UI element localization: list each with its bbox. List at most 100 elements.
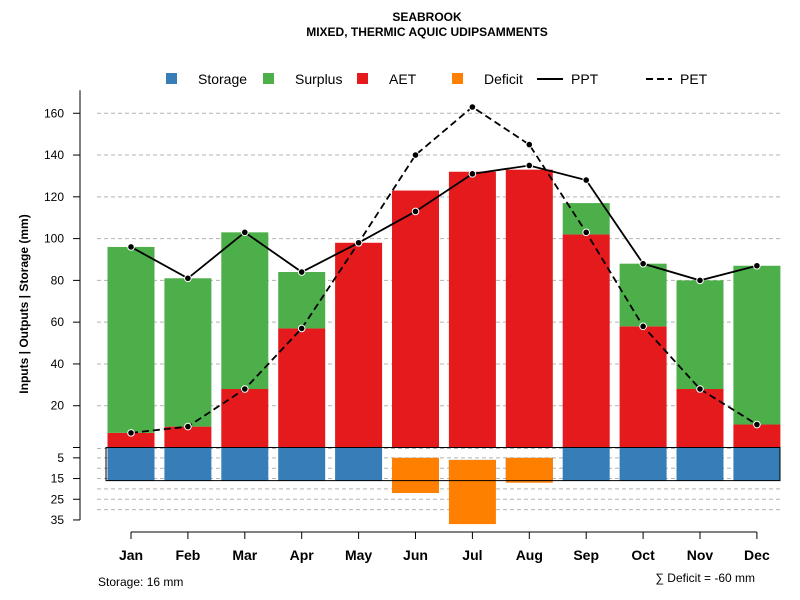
chart-title: SEABROOK: [392, 10, 462, 24]
pet-point: [184, 422, 192, 431]
aet-bar: [221, 389, 269, 448]
x-tick-label: Oct: [631, 547, 655, 563]
ppt-point: [411, 207, 420, 216]
storage-bar: [733, 447, 781, 481]
pet-point: [127, 429, 135, 437]
storage-bar: [278, 447, 326, 481]
surplus-bar: [619, 263, 667, 327]
x-tick-label: Sep: [573, 547, 599, 563]
storage-bar: [107, 447, 155, 481]
x-tick-label: Aug: [516, 547, 543, 563]
x-tick-label: Dec: [744, 547, 770, 563]
legend-swatch: [357, 73, 368, 84]
pet-point: [696, 385, 704, 393]
deficit-bar: [448, 459, 496, 525]
y-tick-label: 40: [51, 357, 65, 371]
x-tick-label: Jul: [462, 547, 482, 563]
ppt-point: [241, 228, 249, 237]
x-tick-label: May: [345, 547, 372, 563]
ppt-point: [127, 243, 135, 251]
legend-swatch: [166, 73, 177, 84]
ppt-point: [582, 176, 591, 184]
y-tick-label: 60: [51, 315, 65, 329]
storage-bar: [221, 447, 269, 481]
y-tick-label: 100: [44, 232, 64, 246]
storage-bar: [562, 447, 610, 481]
ppt-point: [468, 170, 477, 178]
pet-point: [639, 322, 647, 331]
legend-label: Storage: [198, 71, 247, 87]
aet-bar: [392, 190, 439, 448]
surplus-bar: [107, 246, 155, 433]
aet-bar: [676, 389, 724, 448]
legend-label: PET: [680, 71, 708, 87]
ppt-point: [639, 259, 647, 268]
aet-bar: [107, 432, 155, 448]
lines: [127, 103, 761, 437]
legend-label: Surplus: [295, 71, 342, 87]
x-tick-label: Jan: [119, 547, 143, 563]
y-tick-label: 5: [57, 451, 64, 465]
x-tick-label: Mar: [232, 547, 257, 563]
x-tick-label: Apr: [290, 547, 315, 563]
chart-subtitle: MIXED, THERMIC AQUIC UDIPSAMMENTS: [306, 25, 548, 39]
aet-bar: [448, 171, 496, 448]
storage-capacity-box: [105, 447, 781, 482]
aet-bar: [619, 326, 667, 448]
aet-bar: [505, 169, 553, 448]
pet-point: [241, 385, 249, 393]
pet-line: [130, 105, 758, 434]
storage-bar: [676, 447, 724, 481]
legend-swatch: [263, 73, 274, 84]
storage-bar: [164, 447, 212, 481]
deficit-total: ∑ Deficit = -60 mm: [655, 571, 755, 585]
pet-point: [753, 420, 761, 429]
ppt-line: [130, 164, 758, 282]
deficit-bar: [505, 457, 553, 483]
pet-point: [411, 151, 420, 159]
ppt-point: [297, 268, 306, 276]
aet-bar: [562, 234, 610, 448]
storage-bar: [335, 447, 383, 481]
pet-point: [582, 228, 591, 237]
y-tick-label: 20: [51, 399, 65, 413]
storage-note: Storage: 16 mm: [98, 575, 183, 589]
deficit-bar: [392, 457, 439, 494]
surplus-bar: [733, 265, 781, 425]
aet-bar: [335, 242, 383, 448]
ppt-point: [354, 238, 363, 247]
ppt-point: [753, 261, 761, 270]
legend: Storage Surplus AET Deficit PPT PET: [166, 71, 708, 87]
legend-label: Deficit: [484, 71, 523, 87]
aet-bar: [164, 426, 212, 448]
surplus-bar: [221, 232, 269, 390]
ppt-point: [525, 161, 534, 170]
y-tick-label: 80: [51, 273, 65, 287]
legend-label: PPT: [571, 71, 599, 87]
aet-bar: [278, 328, 326, 448]
surplus-bar: [676, 280, 724, 390]
y-tick-label: 120: [44, 190, 64, 204]
pet-point: [468, 103, 477, 111]
surplus-bar: [278, 272, 326, 329]
surplus-bar: [164, 278, 212, 427]
y-tick-label: 15: [51, 472, 65, 486]
legend-label: AET: [389, 71, 417, 87]
bars: [105, 169, 781, 525]
ppt-point: [696, 276, 704, 285]
y-tick-label: 140: [44, 148, 64, 162]
y-tick-label: 25: [51, 492, 65, 506]
storage-bar: [619, 447, 667, 481]
axes: 20 40 60 80 100 120 140 160 5 15 25 35 Jan Feb Mar Apr M…: [44, 90, 770, 563]
x-tick-label: Feb: [175, 547, 200, 563]
aet-bar: [733, 424, 781, 448]
pet-point: [297, 324, 306, 333]
x-tick-label: Jun: [403, 547, 428, 563]
ppt-point: [184, 274, 192, 283]
pet-point: [525, 140, 534, 149]
y-axis-label: Inputs | Outputs | Storage (mm): [17, 214, 31, 393]
y-tick-label: 35: [51, 513, 65, 527]
y-tick-label: 160: [44, 106, 64, 120]
x-tick-label: Nov: [687, 547, 714, 563]
